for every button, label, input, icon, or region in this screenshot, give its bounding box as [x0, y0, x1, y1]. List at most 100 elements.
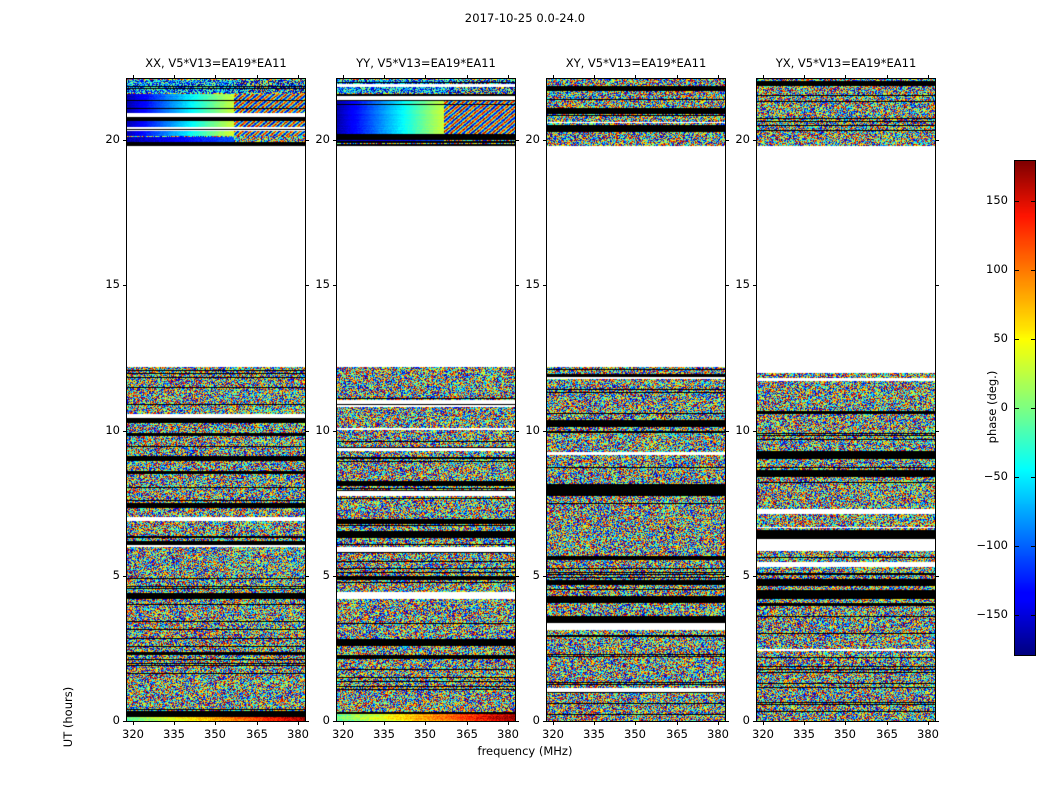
x-tick-xx-365 [257, 721, 258, 725]
colorbar-tick-−100 [1031, 546, 1036, 547]
panel-title-xx: XX, V5*V13=EA19*EA11 [145, 56, 287, 70]
y-tick-xy-0 [725, 721, 729, 722]
waterfall-image-xx [127, 79, 305, 721]
y-tick-yy-20 [515, 140, 519, 141]
x-tick-yy-380 [508, 75, 509, 79]
x-tick-yx-320 [763, 75, 764, 79]
y-tick-label-xx-20: 20 [105, 132, 120, 146]
x-tick-yx-350 [845, 75, 846, 79]
colorbar-tick-label-−50: −50 [983, 469, 1008, 483]
y-tick-label-yy-0: 0 [322, 713, 330, 727]
x-tick-yy-320 [343, 721, 344, 725]
x-tick-label-yy-380: 380 [497, 727, 519, 741]
x-tick-xy-380 [718, 721, 719, 725]
colorbar-tick-0 [1031, 408, 1036, 409]
y-tick-xx-0 [123, 721, 127, 722]
panel-xy[interactable]: XY, V5*V13=EA19*EA11 [546, 56, 726, 722]
panel-title-yx: YX, V5*V13=EA19*EA11 [775, 56, 917, 70]
x-tick-label-yx-320: 320 [752, 727, 774, 741]
x-tick-xx-380 [298, 75, 299, 79]
x-tick-xx-335 [174, 75, 175, 79]
y-tick-xx-5 [123, 576, 127, 577]
panel-yy[interactable]: YY, V5*V13=EA19*EA11 [336, 56, 516, 722]
x-tick-label-yy-365: 365 [456, 727, 478, 741]
panel-frame-xy [546, 78, 726, 722]
y-tick-xy-20 [725, 140, 729, 141]
x-tick-label-yx-380: 380 [917, 727, 939, 741]
y-tick-xy-5 [725, 576, 729, 577]
y-tick-label-xx-5: 5 [112, 568, 120, 582]
x-tick-xy-335 [594, 721, 595, 725]
x-tick-label-xy-335: 335 [583, 727, 605, 741]
y-tick-label-yx-10: 10 [735, 423, 750, 437]
y-tick-xy-5 [543, 576, 547, 577]
y-tick-xx-5 [305, 576, 309, 577]
x-tick-xy-320 [553, 75, 554, 79]
x-tick-label-xy-350: 350 [624, 727, 646, 741]
x-tick-xx-320 [133, 75, 134, 79]
x-tick-yx-335 [804, 75, 805, 79]
colorbar-gradient [1015, 161, 1035, 655]
y-tick-label-yx-20: 20 [735, 132, 750, 146]
x-tick-yx-380 [928, 75, 929, 79]
y-tick-label-xy-20: 20 [525, 132, 540, 146]
x-tick-label-xx-350: 350 [204, 727, 226, 741]
y-tick-xx-15 [123, 285, 127, 286]
x-tick-yy-365 [467, 75, 468, 79]
colorbar-tick-100 [1014, 270, 1019, 271]
y-tick-xy-15 [543, 285, 547, 286]
y-tick-yy-15 [515, 285, 519, 286]
y-tick-label-yx-0: 0 [742, 713, 750, 727]
y-tick-label-yx-15: 15 [735, 277, 750, 291]
x-tick-xx-335 [174, 721, 175, 725]
y-tick-label-yy-15: 15 [315, 277, 330, 291]
x-tick-yy-320 [343, 75, 344, 79]
panel-frame-yy [336, 78, 516, 722]
y-tick-yy-0 [333, 721, 337, 722]
y-tick-xy-0 [543, 721, 547, 722]
x-tick-yx-350 [845, 721, 846, 725]
x-tick-label-yy-335: 335 [373, 727, 395, 741]
x-tick-xy-350 [635, 721, 636, 725]
x-tick-yy-365 [467, 721, 468, 725]
x-tick-xy-365 [677, 721, 678, 725]
y-tick-label-yy-10: 10 [315, 423, 330, 437]
y-tick-yy-0 [515, 721, 519, 722]
x-tick-label-xy-365: 365 [666, 727, 688, 741]
y-tick-yy-10 [515, 431, 519, 432]
x-tick-label-yx-350: 350 [834, 727, 856, 741]
colorbar-tick-50 [1031, 339, 1036, 340]
y-tick-label-yy-20: 20 [315, 132, 330, 146]
colorbar-tick-label-150: 150 [986, 193, 1008, 207]
y-tick-yy-10 [333, 431, 337, 432]
colorbar-tick-label-−150: −150 [976, 607, 1008, 621]
colorbar-tick-label-50: 50 [993, 331, 1008, 345]
x-tick-xx-320 [133, 721, 134, 725]
waterfall-image-yx [757, 79, 935, 721]
panel-yx[interactable]: YX, V5*V13=EA19*EA11 [756, 56, 936, 722]
x-tick-label-xx-365: 365 [246, 727, 268, 741]
y-tick-yx-10 [935, 431, 939, 432]
panel-frame-yx [756, 78, 936, 722]
colorbar-tick-50 [1014, 339, 1019, 340]
x-tick-xy-335 [594, 75, 595, 79]
y-tick-xx-10 [305, 431, 309, 432]
x-tick-xx-380 [298, 721, 299, 725]
x-tick-yx-365 [887, 721, 888, 725]
x-tick-yy-335 [384, 721, 385, 725]
waterfall-image-xy [547, 79, 725, 721]
colorbar-tick-−50 [1014, 477, 1019, 478]
y-tick-xx-20 [123, 140, 127, 141]
x-tick-label-xx-380: 380 [287, 727, 309, 741]
y-tick-label-xy-5: 5 [532, 568, 540, 582]
x-tick-label-yy-350: 350 [414, 727, 436, 741]
x-tick-label-xx-335: 335 [163, 727, 185, 741]
y-tick-label-xx-10: 10 [105, 423, 120, 437]
y-tick-yx-5 [753, 576, 757, 577]
x-tick-label-xy-380: 380 [707, 727, 729, 741]
panel-title-yy: YY, V5*V13=EA19*EA11 [356, 56, 496, 70]
y-tick-label-yy-5: 5 [322, 568, 330, 582]
y-tick-yx-20 [935, 140, 939, 141]
y-tick-label-xy-0: 0 [532, 713, 540, 727]
panel-xx[interactable]: XX, V5*V13=EA19*EA11 [126, 56, 306, 722]
